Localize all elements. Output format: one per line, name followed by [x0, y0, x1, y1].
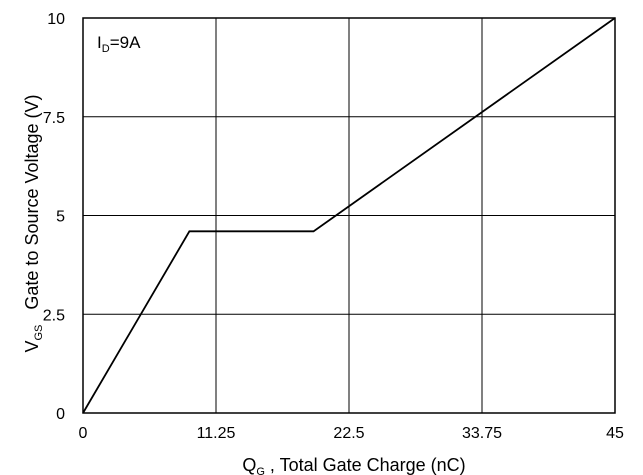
grid-lines [83, 18, 615, 413]
y-tick-label: 2.5 [43, 307, 65, 324]
x-tick-label: 0 [79, 425, 88, 442]
ylabel-main: V [22, 341, 42, 353]
annotation-rest: =9A [110, 33, 141, 52]
y-axis-label: VGS Gate to Source Voltage (V) [22, 94, 45, 352]
annotation-main: I [97, 33, 102, 52]
series-line [82, 17, 616, 414]
xlabel-sub: G [256, 466, 265, 475]
condition-annotation: ID=9A [97, 33, 141, 55]
ylabel-sub: GS [33, 325, 45, 341]
annotation-sub: D [102, 43, 110, 55]
y-tick-label: 5 [56, 209, 65, 226]
x-axis-label: QG , Total Gate Charge (nC) [242, 455, 465, 475]
xlabel-rest: , Total Gate Charge (nC) [265, 455, 466, 475]
y-tick-label: 7.5 [43, 110, 65, 127]
x-tick-label: 11.25 [197, 425, 236, 442]
x-tick-labels: 0 11.25 22.5 33.75 45 [79, 425, 624, 442]
y-tick-labels: 0 2.5 5 7.5 10 [43, 11, 65, 423]
series-layer [82, 17, 616, 414]
ylabel-rest: Gate to Source Voltage (V) [22, 94, 42, 324]
y-tick-label: 10 [47, 11, 65, 28]
x-tick-label: 22.5 [333, 425, 364, 442]
y-tick-label: 0 [56, 406, 65, 423]
plot-frame [82, 17, 616, 414]
x-tick-label: 45 [606, 425, 624, 442]
xlabel-main: Q [242, 455, 256, 475]
x-tick-label: 33.75 [462, 425, 502, 442]
